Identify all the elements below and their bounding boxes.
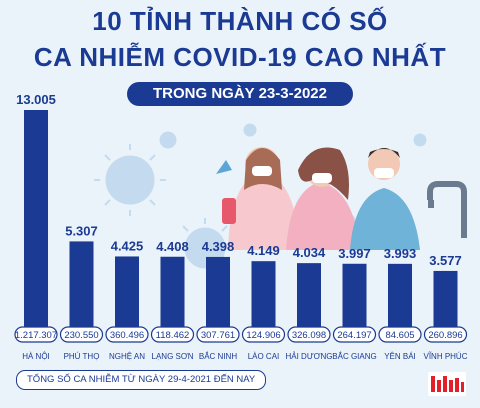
value-labels: 13.005 5.307 4.425 4.408 4.398 4.149 4.034 3.99… xyxy=(16,92,462,268)
cumulative-label: 264.197 xyxy=(337,330,371,341)
category-label: NGHỆ AN xyxy=(109,352,145,361)
cumulative-box xyxy=(196,326,240,343)
bar-value-label: 4.425 xyxy=(111,238,144,253)
people-illustration xyxy=(216,147,467,250)
chart-title-line-1: 10 TỈNH THÀNH CÓ SỐ xyxy=(92,6,388,36)
bar xyxy=(342,263,367,332)
category-label: PHÚ THỌ xyxy=(64,352,100,361)
cumulative-labels: 1.217.307 230.550 360.496 118.462 307.761 124… xyxy=(14,326,468,343)
cumulative-box xyxy=(150,326,195,343)
cumulative-label: 307.761 xyxy=(201,330,235,341)
bar xyxy=(24,110,48,332)
chart-title-line-2: CA NHIỄM COVID-19 CAO NHẤT xyxy=(33,42,447,72)
bar-value-label: 3.997 xyxy=(338,246,371,261)
bar xyxy=(206,256,230,332)
bar xyxy=(115,256,139,332)
cumulative-box xyxy=(14,326,58,343)
category-labels: HÀ NỘI PHÚ THỌ NGHỆ AN LẠNG SƠN BẮC NINH LÀO … xyxy=(22,352,468,361)
cumulative-box xyxy=(241,326,286,343)
bar xyxy=(388,263,412,332)
bar-value-label: 13.005 xyxy=(16,92,56,107)
cumulative-label: 84.605 xyxy=(385,330,414,341)
cumulative-caption: TỔNG SỐ CA NHIỄM TỪ NGÀY 29-4-2021 ĐẾN N… xyxy=(16,370,267,390)
date-subtitle: TRONG NGÀY 23-3-2022 xyxy=(127,82,353,106)
cumulative-box xyxy=(423,326,468,343)
category-label: VĨNH PHÚC xyxy=(423,352,467,361)
bar xyxy=(433,270,458,332)
category-label: BẮC GIANG xyxy=(332,352,376,361)
bar xyxy=(251,261,276,332)
category-label: YÊN BÁI xyxy=(384,352,416,361)
cumulative-box xyxy=(332,326,377,343)
bars xyxy=(24,110,458,332)
bar-value-label: 4.034 xyxy=(293,245,326,260)
bar-value-label: 4.408 xyxy=(156,239,189,254)
bar xyxy=(160,256,185,332)
cumulative-label: 124.906 xyxy=(246,330,280,341)
bar-value-label: 5.307 xyxy=(65,223,98,238)
category-label: HÀ NỘI xyxy=(22,352,50,361)
bar-value-label: 3.577 xyxy=(429,253,462,268)
cumulative-box xyxy=(105,326,149,343)
brand-logo xyxy=(428,372,466,396)
category-label: LẠNG SƠN xyxy=(152,352,194,361)
cumulative-label: 118.462 xyxy=(156,330,190,341)
bar-value-label: 4.398 xyxy=(202,239,235,254)
bar xyxy=(69,241,94,332)
cumulative-box xyxy=(59,326,104,343)
cumulative-label: 230.550 xyxy=(64,330,98,341)
bar xyxy=(297,263,321,332)
category-label: LÀO CAI xyxy=(248,352,280,361)
cumulative-label: 260.896 xyxy=(428,330,462,341)
bar-value-label: 4.149 xyxy=(247,243,280,258)
cumulative-label: 1.217.307 xyxy=(15,330,57,341)
category-label: HẢI DƯƠNG xyxy=(285,352,332,361)
cumulative-label: 326.098 xyxy=(292,330,326,341)
category-label: BẮC NINH xyxy=(199,352,237,361)
cumulative-box xyxy=(378,326,422,343)
cumulative-box xyxy=(287,326,331,343)
cumulative-label: 360.496 xyxy=(110,330,144,341)
background-illustration xyxy=(94,123,467,269)
bar-value-label: 3.993 xyxy=(384,246,417,261)
